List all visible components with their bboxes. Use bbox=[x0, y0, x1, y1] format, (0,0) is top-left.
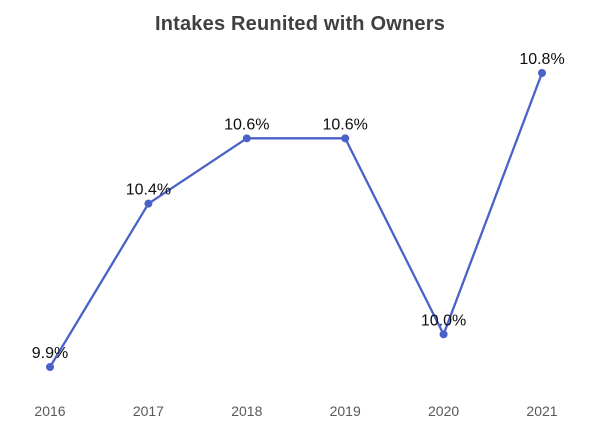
x-axis-label: 2021 bbox=[526, 403, 557, 419]
chart-title: Intakes Reunited with Owners bbox=[154, 13, 446, 35]
data-point-marker bbox=[439, 330, 448, 339]
series-line bbox=[48, 71, 544, 369]
x-axis-label: 2018 bbox=[231, 403, 262, 419]
data-point-label: 9.9% bbox=[32, 345, 68, 362]
data-point-label: 10.0% bbox=[421, 312, 466, 329]
x-axis-label: 2019 bbox=[330, 403, 361, 419]
data-point-label: 10.6% bbox=[224, 116, 269, 133]
data-point-label: 10.4% bbox=[126, 182, 171, 199]
data-point-label: 10.6% bbox=[323, 116, 368, 133]
data-point-marker bbox=[538, 69, 546, 77]
data-point-marker bbox=[341, 134, 350, 143]
data-point-marker bbox=[242, 134, 251, 143]
x-axis-label: 2016 bbox=[34, 403, 65, 419]
data-point-label: 10.8% bbox=[519, 51, 564, 68]
x-axis-label: 2017 bbox=[133, 403, 164, 419]
data-point-marker bbox=[46, 363, 54, 371]
data-point-marker bbox=[144, 199, 153, 208]
x-axis-label: 2020 bbox=[428, 403, 459, 419]
